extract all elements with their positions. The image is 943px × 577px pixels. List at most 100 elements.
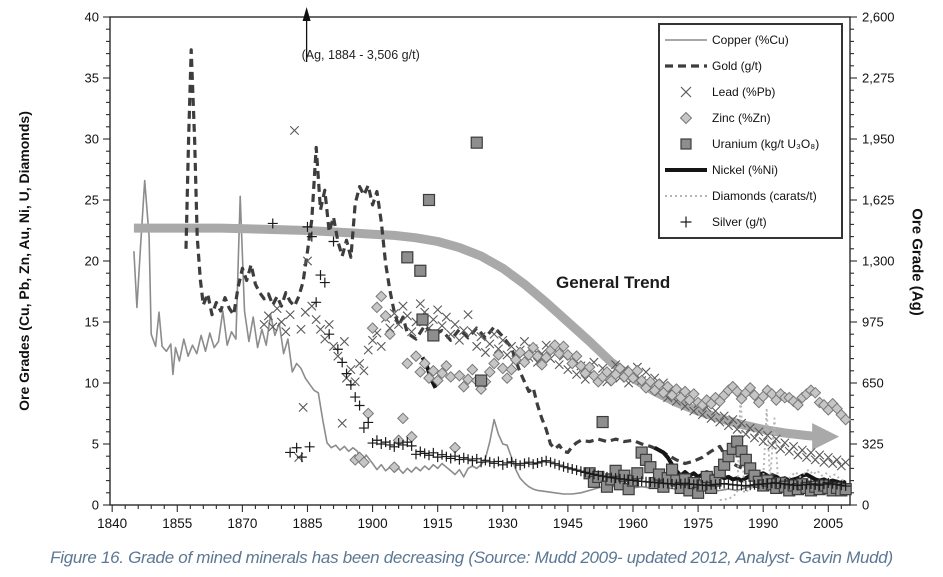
series-lead-marker (498, 335, 508, 345)
series-zinc-marker (440, 360, 453, 372)
series-silver-marker (406, 440, 417, 451)
series-silver-marker (345, 379, 356, 390)
series-zinc-marker (661, 380, 674, 393)
legend-item-label: Gold (g/t) (712, 59, 763, 73)
x-axis-tick-label: 1915 (423, 516, 453, 531)
series-lead-marker (723, 421, 734, 431)
series-lead-marker (502, 350, 512, 360)
series-zinc-marker (379, 309, 392, 322)
x-axis-tick-label: 1885 (292, 516, 322, 531)
series-lead-marker (367, 335, 378, 345)
series-silver-marker (463, 454, 474, 465)
series-silver-marker (354, 400, 365, 411)
series-silver-marker (480, 455, 491, 466)
silver-peak-annotation: (Ag, 1884 - 3,506 g/t) (301, 48, 420, 62)
right-axis-title: Ore Grade (Ag) (908, 208, 926, 316)
series-silver-marker (476, 457, 487, 468)
left-axis-tick-label: 35 (85, 71, 99, 86)
series-lead-marker (815, 450, 825, 460)
series-lead-marker (354, 358, 365, 369)
series-zinc-marker (839, 413, 852, 426)
series-zinc-marker (501, 372, 514, 385)
legend-item-label: Nickel (%Ni) (712, 163, 778, 177)
legend-x-icon (660, 85, 712, 99)
chart-legend: Copper (%Cu) Gold (g/t) Lead (%Pb) Zinc (%Z… (658, 23, 843, 239)
legend-diamond-icon (660, 111, 712, 125)
series-zinc-marker (384, 328, 396, 341)
series-silver-marker (580, 467, 591, 478)
series-lead-marker (719, 411, 729, 421)
series-zinc-marker (687, 388, 700, 400)
series-silver-marker (380, 437, 391, 448)
series-silver-marker (597, 471, 608, 482)
x-axis-tick-label: 1990 (748, 516, 778, 531)
series-silver-marker (445, 453, 456, 464)
series-lead-marker (339, 336, 349, 347)
series-lead-marker (463, 310, 473, 320)
series-silver-marker (311, 297, 322, 308)
series-lead-marker (281, 327, 291, 337)
series-silver-marker (328, 236, 339, 247)
series-lead-marker (363, 345, 373, 355)
left-axis-tick-label: 30 (85, 132, 99, 147)
series-silver-marker (575, 466, 586, 477)
series-lead-marker (346, 364, 356, 375)
series-lead-marker (402, 311, 412, 321)
annotation-arrowhead (302, 7, 311, 21)
series-lead-marker (437, 321, 447, 331)
series-uranium-marker (416, 313, 429, 326)
series-silver-marker (367, 438, 378, 449)
x-axis-tick-label: 1945 (553, 516, 583, 531)
x-axis-tick-label: 1840 (97, 516, 127, 531)
series-silver-marker (467, 455, 478, 466)
series-lead-marker (359, 366, 369, 376)
series-zinc-marker (731, 385, 744, 398)
series-silver-marker (337, 357, 348, 368)
series-lead-marker (736, 418, 747, 428)
series-uranium-marker (414, 264, 427, 277)
ore-grade-chart: 0 5 10 15 20 25 30 35 40 0 325 650 975 1,300 1,625 1,95… (85, 7, 895, 531)
series-silver-marker (454, 454, 465, 465)
legend-item-label: Zinc (%Zn) (712, 111, 771, 125)
series-silver-marker (510, 458, 521, 469)
series-lead-marker (428, 314, 438, 325)
series-lead-marker (389, 308, 399, 319)
series-lead-marker (298, 402, 308, 412)
series-silver-marker (304, 441, 315, 452)
series-lead-marker (710, 406, 721, 416)
series-silver-marker (441, 451, 452, 462)
legend-item-lead: Lead (%Pb) (660, 79, 841, 105)
series-lead-marker (285, 310, 295, 320)
series-silver-marker (584, 468, 595, 479)
right-axis-tick-label: 1,300 (862, 254, 895, 269)
x-axis-tick-label: 1930 (488, 516, 518, 531)
series-silver-marker (384, 439, 395, 450)
series-zinc-marker (748, 389, 761, 402)
series-lead-marker (398, 301, 408, 311)
series-silver-marker (458, 452, 469, 463)
right-axis-tick-label: 1,625 (862, 193, 895, 208)
series-silver-marker (437, 449, 448, 460)
series-lead-marker (823, 452, 833, 463)
series-zinc-marker (575, 360, 587, 372)
right-axis-tick-label: 650 (862, 376, 884, 391)
series-lead-marker (554, 360, 564, 370)
series-lead-marker (476, 332, 486, 342)
series-lead-marker (732, 424, 742, 434)
series-silver-marker (601, 471, 612, 482)
series-zinc-marker (644, 375, 657, 388)
series-zinc-marker (570, 350, 583, 363)
series-uranium-marker (470, 136, 483, 149)
series-silver-marker (588, 469, 599, 480)
series-zinc-marker (492, 349, 505, 361)
series-silver-marker (350, 392, 361, 403)
series-silver-marker (554, 460, 565, 471)
series-lead-marker (745, 423, 755, 433)
series-zinc-marker (371, 301, 383, 314)
legend-dotted-icon (660, 189, 712, 203)
series-zinc-marker (635, 374, 648, 387)
x-axis-tick-label: 1900 (358, 516, 388, 531)
series-lead-marker (706, 413, 716, 423)
legend-line-icon (660, 33, 712, 47)
